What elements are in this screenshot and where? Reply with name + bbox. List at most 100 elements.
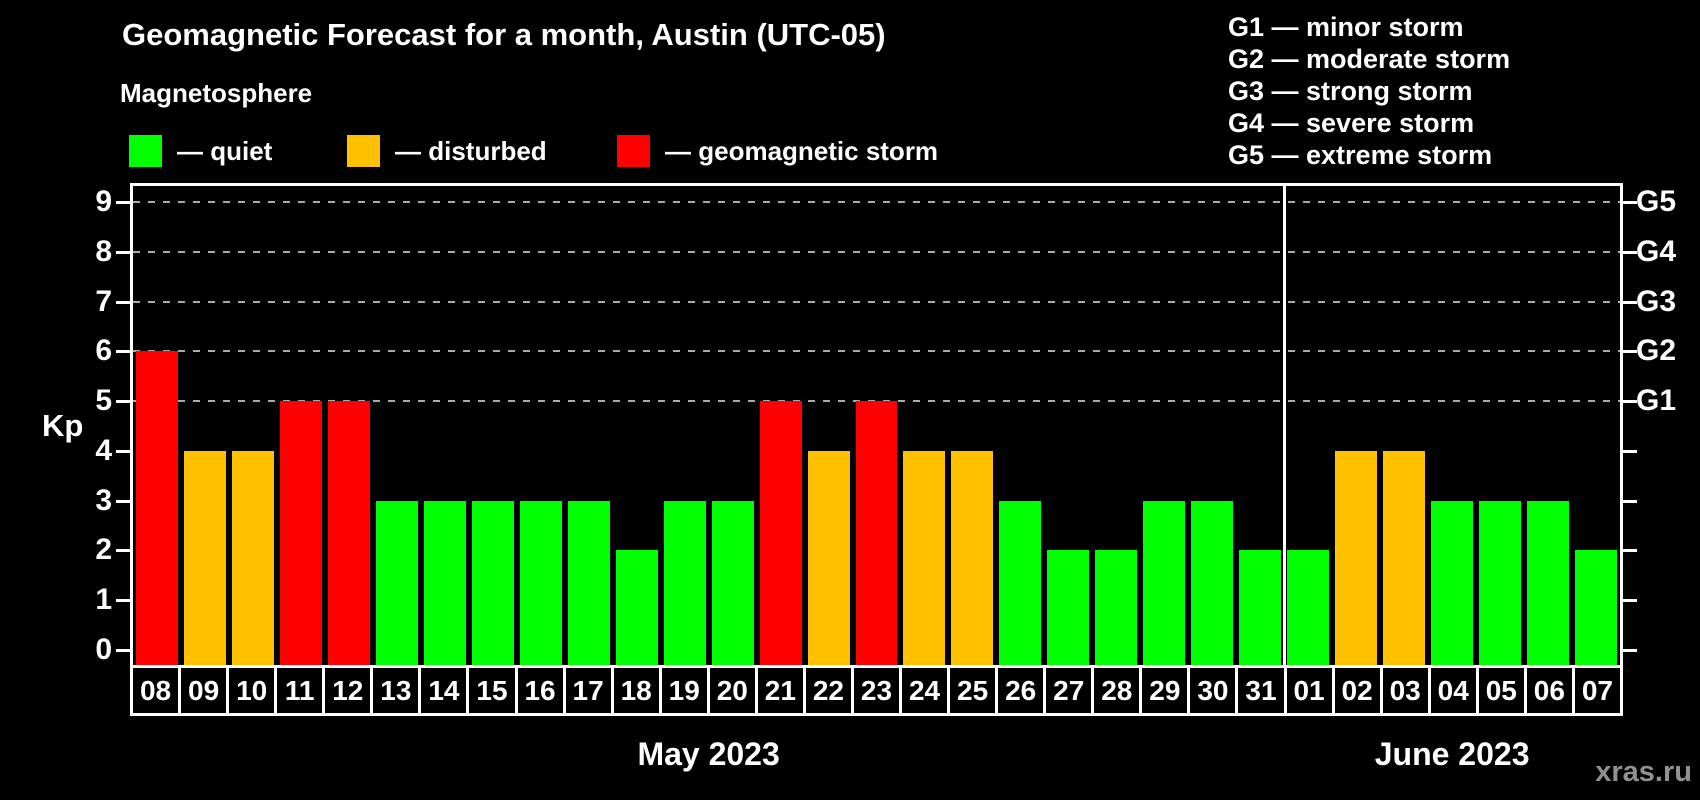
- kp-bar-day-19: [663, 500, 706, 665]
- g-axis-label-g4: G4: [1636, 234, 1677, 268]
- g-scale-legend-line-4: G4 — severe storm: [1228, 108, 1475, 138]
- gridline-kp8: [133, 250, 1620, 253]
- kp-bar-day-06: [1527, 500, 1570, 665]
- day-label-25: 25: [950, 668, 999, 713]
- g-scale-legend-line-1: G1 — minor storm: [1228, 12, 1464, 42]
- left-axis-tick-9: [116, 201, 130, 204]
- day-label-31: 31: [1238, 668, 1287, 713]
- day-label-08: 08: [133, 668, 182, 713]
- legend-item-quiet: — quiet: [129, 134, 272, 168]
- kp-bar-day-28: [1095, 550, 1138, 665]
- page-title: Geomagnetic Forecast for a month, Austin…: [122, 17, 886, 52]
- left-axis-tick-2: [116, 549, 130, 553]
- gridline-kp7: [133, 300, 1620, 303]
- day-label-03: 03: [1383, 668, 1431, 713]
- kp-bar-day-20: [711, 500, 754, 665]
- month-label-may: May 2023: [637, 736, 780, 772]
- kp-bar-day-18: [615, 550, 658, 665]
- y-axis-label-6: 6: [95, 334, 112, 368]
- kp-bar-day-17: [567, 500, 610, 665]
- day-label-15: 15: [469, 668, 518, 713]
- kp-bar-day-15: [471, 500, 514, 665]
- kp-bar-day-30: [1191, 500, 1234, 665]
- g-axis-label-g1: G1: [1636, 384, 1677, 418]
- g-scale-legend-line-2: G2 — moderate storm: [1228, 44, 1511, 74]
- y-axis-label-4: 4: [95, 433, 112, 467]
- kp-bar-day-03: [1383, 450, 1426, 665]
- day-label-05: 05: [1479, 668, 1527, 713]
- kp-bar-day-23: [855, 401, 898, 665]
- day-label-16: 16: [518, 668, 566, 713]
- left-axis-tick-0: [116, 649, 130, 652]
- plot-area: 0 1 2 3 4 5 6 7 8 9 G1 G2 G3 G4 G5: [95, 183, 1676, 668]
- gridline-kp9: [133, 201, 1620, 203]
- left-axis-tick-1: [116, 599, 130, 603]
- g-scale-legend-line-3: G3 — strong storm: [1228, 76, 1473, 106]
- gridline-kp6: [133, 350, 1620, 353]
- day-label-10: 10: [229, 668, 278, 713]
- day-label-23: 23: [854, 668, 902, 713]
- right-axis-tick-7: [1623, 300, 1637, 304]
- day-label-22: 22: [806, 668, 854, 713]
- day-label-06: 06: [1527, 668, 1575, 713]
- right-axis-tick-4: [1623, 449, 1637, 453]
- kp-bar-day-25: [951, 450, 994, 665]
- day-label-28: 28: [1094, 668, 1143, 713]
- day-label-19: 19: [662, 668, 710, 713]
- y-axis-label-5: 5: [95, 384, 112, 418]
- kp-bar-day-12: [327, 401, 370, 665]
- y-axis-label-3: 3: [95, 483, 112, 517]
- quiet-color-swatch: [129, 135, 162, 167]
- kp-bar-day-08: [136, 351, 178, 665]
- y-axis-label-7: 7: [95, 284, 112, 318]
- right-axis-tick-3: [1623, 499, 1637, 503]
- day-label-14: 14: [421, 668, 470, 713]
- y-axis-label-2: 2: [95, 533, 112, 567]
- day-label-18: 18: [614, 668, 662, 713]
- kp-bar-day-24: [903, 450, 946, 665]
- storm-color-swatch: [617, 135, 650, 167]
- kp-bar-day-07: [1575, 550, 1617, 665]
- kp-bar-day-21: [759, 401, 802, 665]
- y-axis-label-1: 1: [95, 583, 112, 617]
- kp-bar-day-01: [1287, 550, 1330, 665]
- right-axis-tick-6: [1623, 350, 1637, 354]
- left-axis-tick-4: [116, 449, 130, 453]
- kp-bar-day-22: [807, 450, 850, 665]
- left-axis-tick-8: [116, 250, 130, 254]
- legend-label-storm: — geomagnetic storm: [665, 135, 939, 166]
- legend-label-disturbed: — disturbed: [395, 135, 547, 166]
- day-label-30: 30: [1190, 668, 1239, 713]
- day-label-01: 01: [1287, 668, 1335, 713]
- day-label-04: 04: [1431, 668, 1479, 713]
- day-label-12: 12: [325, 668, 374, 713]
- kp-bar-day-26: [999, 500, 1042, 665]
- g-axis-label-g3: G3: [1636, 284, 1677, 318]
- left-axis-tick-3: [116, 499, 130, 503]
- day-label-02: 02: [1335, 668, 1383, 713]
- kp-bar-day-04: [1431, 500, 1474, 665]
- right-axis-tick-2: [1623, 549, 1637, 553]
- g-axis-label-g2: G2: [1636, 334, 1677, 368]
- subtitle-magnetosphere: Magnetosphere: [120, 78, 313, 108]
- kp-bar-day-16: [519, 500, 562, 665]
- right-axis-tick-0: [1623, 649, 1637, 652]
- kp-bar-day-02: [1335, 450, 1378, 665]
- legend-item-disturbed: — disturbed: [347, 134, 547, 168]
- left-axis-tick-7: [116, 300, 130, 304]
- month-separator-line: [1282, 186, 1286, 665]
- day-label-17: 17: [566, 668, 614, 713]
- day-label-21: 21: [758, 668, 806, 713]
- day-axis-row: 08 09 10 11 12 13 14 15 16 17 18 19 20 21 22 23 24 25 26 27…: [130, 665, 1623, 716]
- kp-bar-day-29: [1143, 500, 1186, 665]
- y-axis-label-8: 8: [95, 234, 112, 268]
- legend-label-quiet: — quiet: [177, 135, 273, 166]
- right-axis-tick-1: [1623, 599, 1637, 603]
- g-axis-label-g5: G5: [1636, 185, 1677, 218]
- g-scale-legend: G1 — minor storm G2 — moderate storm G3 — …: [1228, 11, 1510, 171]
- kp-bar-day-09: [183, 450, 226, 665]
- kp-bar-day-11: [279, 401, 322, 665]
- day-label-13: 13: [373, 668, 422, 713]
- month-label-june: June 2023: [1374, 736, 1530, 772]
